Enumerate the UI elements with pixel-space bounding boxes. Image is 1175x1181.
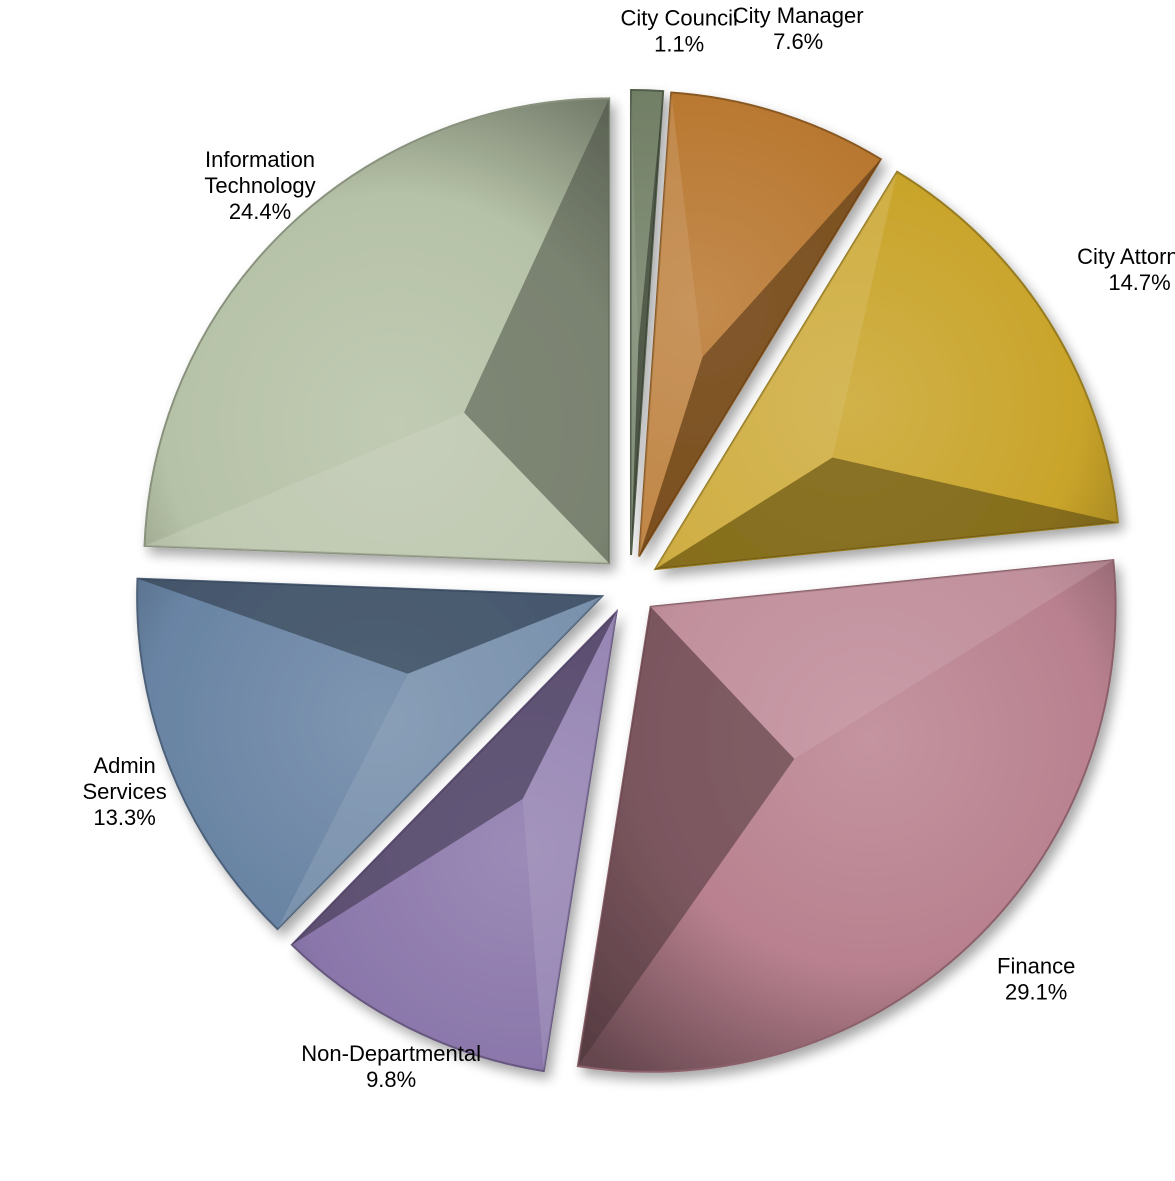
pie-slice-highlight-facet bbox=[655, 171, 898, 570]
slice-data-label: City Council 1.1% bbox=[620, 5, 737, 56]
slice-name-label: City Council bbox=[620, 5, 737, 30]
pie-slice-shade-facet bbox=[291, 611, 617, 945]
slice-percent-label: 24.4% bbox=[229, 199, 291, 224]
pie-slice-group bbox=[630, 89, 665, 556]
pie-slice-group bbox=[638, 91, 883, 557]
pie-slice-shade-facet bbox=[137, 578, 603, 674]
slice-data-label: City Manager 7.6% bbox=[733, 3, 864, 54]
slice-name-label: City Attorney bbox=[1077, 244, 1175, 269]
slice-percent-label: 1.1% bbox=[654, 31, 704, 56]
pie-slice-shade-facet bbox=[464, 98, 610, 564]
slice-percent-label: 14.7% bbox=[1108, 270, 1170, 295]
labels-layer: City Council 1.1%City Manager 7.6%City Att… bbox=[82, 3, 1175, 1092]
slice-data-label: Finance 29.1% bbox=[997, 953, 1075, 1004]
pie-slice-highlight-facet bbox=[650, 560, 1114, 759]
slice-name-label: Information bbox=[205, 147, 315, 172]
pie-slice-shade-facet bbox=[577, 606, 795, 1067]
pie-slice-highlight-facet bbox=[639, 92, 703, 557]
slice-percent-label: 9.8% bbox=[366, 1067, 416, 1092]
pie-slice-group bbox=[290, 608, 619, 1073]
slice-percent-label: 7.6% bbox=[773, 29, 823, 54]
pie-slice-highlight-facet bbox=[631, 90, 639, 556]
slice-name-label: City Manager bbox=[733, 3, 864, 28]
pie-slice-highlight-facet bbox=[277, 596, 603, 930]
pie-slice-shade-facet bbox=[639, 159, 881, 557]
slice-data-label: Non-Departmental 9.8% bbox=[301, 1041, 481, 1092]
slice-name-label: Finance bbox=[997, 953, 1075, 978]
slice-name-label: Technology bbox=[204, 173, 315, 198]
slice-data-label: Information Technology 24.4% bbox=[204, 147, 315, 224]
pie-slice-group bbox=[653, 170, 1120, 571]
slice-name-label: Admin bbox=[93, 753, 155, 778]
slice-percent-label: 13.3% bbox=[93, 805, 155, 830]
pie-slice-group bbox=[576, 559, 1117, 1073]
pie-slice-shade-facet bbox=[631, 91, 664, 556]
pie-slice-group bbox=[136, 577, 605, 931]
pie-slice-highlight-facet bbox=[144, 412, 610, 564]
slice-data-label: City Attorney14.7% bbox=[1077, 244, 1175, 295]
slices-layer bbox=[136, 89, 1120, 1073]
pie-slice-shade-facet bbox=[655, 457, 1119, 570]
pie-slice-highlight-facet bbox=[522, 611, 617, 1072]
slice-data-label: Admin Services 13.3% bbox=[82, 753, 166, 830]
slice-percent-label: 29.1% bbox=[1005, 979, 1067, 1004]
slice-name-label: Services bbox=[82, 779, 166, 804]
pie-slice-group bbox=[143, 97, 611, 565]
slice-name-label: Non-Departmental bbox=[301, 1041, 481, 1066]
